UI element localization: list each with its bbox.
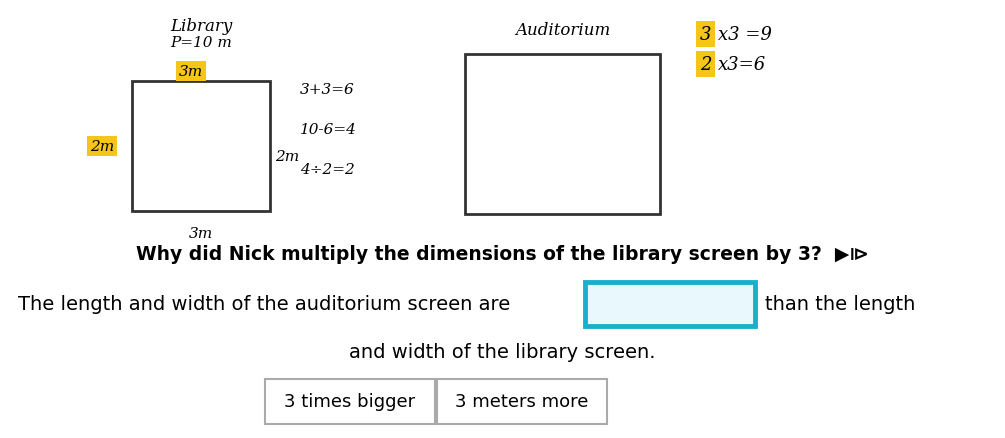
Text: 3 times bigger: 3 times bigger: [284, 392, 415, 410]
FancyBboxPatch shape: [437, 379, 607, 424]
Text: 3m: 3m: [179, 65, 203, 79]
Text: 2m: 2m: [89, 140, 115, 154]
Text: 3m: 3m: [189, 226, 213, 240]
Text: and width of the library screen.: and width of the library screen.: [349, 343, 655, 362]
FancyBboxPatch shape: [132, 82, 270, 212]
Text: 10-6=4: 10-6=4: [300, 123, 357, 137]
FancyBboxPatch shape: [465, 55, 660, 215]
Text: Library: Library: [170, 18, 232, 35]
Text: 2m: 2m: [275, 150, 299, 164]
Text: x3=6: x3=6: [718, 56, 766, 74]
FancyBboxPatch shape: [265, 379, 435, 424]
Text: 3 meters more: 3 meters more: [455, 392, 589, 410]
Text: x3 =9: x3 =9: [718, 26, 772, 44]
Text: Auditorium: Auditorium: [515, 22, 610, 39]
Text: The length and width of the auditorium screen are: The length and width of the auditorium s…: [18, 295, 511, 314]
Text: Why did Nick multiply the dimensions of the library screen by 3?  ▶⧐: Why did Nick multiply the dimensions of …: [136, 245, 868, 264]
Text: 3: 3: [700, 26, 712, 44]
Text: P=10 m: P=10 m: [170, 36, 232, 50]
Text: than the length: than the length: [765, 295, 916, 314]
Text: 2: 2: [700, 56, 712, 74]
FancyBboxPatch shape: [585, 283, 755, 326]
Text: 4÷2=2: 4÷2=2: [300, 162, 355, 177]
Text: 3+3=6: 3+3=6: [300, 83, 355, 97]
